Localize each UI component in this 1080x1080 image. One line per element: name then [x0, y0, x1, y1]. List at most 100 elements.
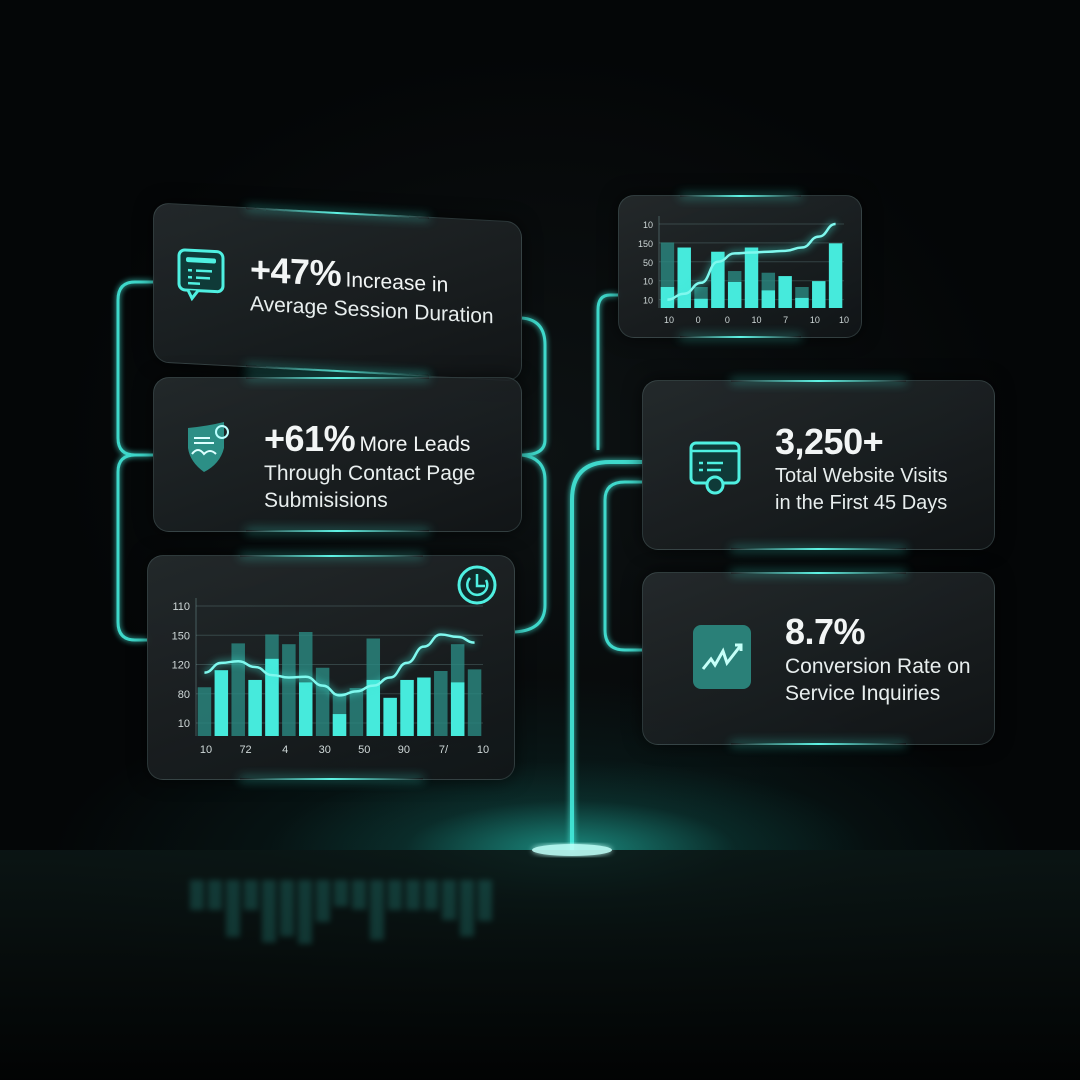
reflection-bar — [352, 880, 366, 910]
bar-back — [349, 688, 364, 736]
y-tick-label: 120 — [172, 660, 190, 672]
bar-front — [795, 297, 809, 308]
reflection-bar — [370, 880, 384, 940]
x-tick-label: 72 — [239, 744, 251, 756]
stat-value: +47% — [250, 248, 342, 295]
bar-back — [315, 667, 330, 736]
bar-back — [197, 687, 212, 736]
reflection-bar — [442, 880, 456, 920]
stat-label-inline: More Leads — [359, 433, 471, 456]
reflection-bar — [316, 880, 330, 922]
reflection-bar — [280, 880, 294, 937]
connector-left-2 — [116, 453, 153, 642]
bar-front — [711, 251, 725, 308]
trend-up-chart-icon — [693, 625, 751, 689]
connector-right-chart — [596, 293, 618, 450]
x-tick-label: 10 — [751, 315, 761, 325]
y-tick-label: 10 — [643, 277, 653, 287]
x-tick-label: 0 — [696, 315, 701, 325]
browser-window-icon — [689, 441, 741, 495]
connector-right-2 — [514, 453, 547, 634]
x-tick-label: 90 — [398, 744, 410, 756]
bar-front — [298, 682, 313, 736]
bar-front — [400, 679, 414, 736]
bar-front — [265, 658, 279, 736]
x-tick-label: 10 — [477, 744, 489, 756]
y-tick-label: 150 — [638, 239, 653, 249]
floor — [0, 850, 1080, 1080]
reflection-bar — [244, 880, 258, 910]
bar-front — [778, 276, 792, 308]
stat-card-conversion-rate: 8.7% Conversion Rate on Service Inquirie… — [642, 572, 995, 745]
x-tick-label: 30 — [319, 744, 331, 756]
y-tick-label: 10 — [643, 220, 653, 230]
stat-value: 3,250+ — [775, 421, 884, 462]
clock-icon — [457, 565, 497, 605]
stat-label-line-2: in the First 45 Days — [775, 492, 948, 514]
bar-front — [332, 714, 347, 736]
connector-card4 — [603, 480, 642, 652]
reflection-bar — [190, 880, 204, 910]
y-tick-label: 10 — [178, 718, 190, 730]
x-tick-label: 50 — [358, 744, 370, 756]
bar-front — [417, 677, 431, 736]
bar-front — [214, 670, 229, 736]
connector-center — [570, 460, 642, 850]
reflection-bar — [298, 880, 312, 944]
reflection-bar — [424, 880, 438, 910]
x-tick-label: 7 — [783, 315, 788, 325]
bar-front — [812, 281, 826, 308]
bar-line-chart-right: 10 150 50 10 10 10 0 0 10 7 10 10 — [638, 216, 849, 325]
chart-card-left: 110 150 120 80 10 10 72 4 30 50 90 7/10 — [147, 555, 515, 780]
bar-back — [434, 671, 448, 736]
connector-right-1 — [521, 316, 547, 457]
bar-front — [383, 697, 397, 736]
bar-back — [467, 669, 482, 736]
chart-card-right: 10 150 50 10 10 10 0 0 10 7 10 10 — [618, 195, 862, 338]
stat-label-inline: Increase in — [345, 268, 449, 297]
bar-back — [282, 644, 296, 736]
trend-line — [204, 633, 475, 697]
bar-back — [231, 643, 245, 736]
bar-front — [828, 243, 843, 308]
chat-document-icon — [177, 248, 225, 302]
stat-value: +61% — [264, 418, 356, 459]
reflection-bar — [406, 880, 420, 910]
bar-front — [660, 287, 675, 308]
stat-label-line-2: Submisisions — [264, 489, 388, 512]
reflection-bar — [208, 880, 222, 910]
reflection-bar — [460, 880, 474, 937]
x-tick-label: 0 — [725, 315, 730, 325]
bar-front — [450, 682, 465, 736]
stat-label-line-2: Service Inquiries — [785, 682, 941, 705]
stat-label-line-1: Through Contact Page — [264, 462, 476, 485]
stat-card-leads: +61% More Leads Through Contact Page Sub… — [153, 377, 522, 532]
y-tick-label: 150 — [172, 630, 190, 642]
bar-front — [727, 281, 742, 308]
bar-line-chart-left: 110 150 120 80 10 10 72 4 30 50 90 7/10 — [172, 598, 489, 756]
stat-label-line-1: Conversion Rate on — [785, 655, 971, 678]
stat-card-website-visits: 3,250+ Total Website Visits in the First… — [642, 380, 995, 550]
y-tick-label: 80 — [178, 689, 190, 701]
x-tick-label: 4 — [282, 744, 288, 756]
stat-label-line-1: Total Website Visits — [775, 465, 948, 487]
reflection-bar — [226, 880, 240, 937]
bar-front — [761, 290, 776, 308]
trend-line — [667, 222, 836, 301]
x-tick-label: 10 — [664, 315, 674, 325]
x-tick-label: 10 — [839, 315, 849, 325]
floor-reflection — [190, 880, 492, 944]
stat-value: 8.7% — [785, 611, 866, 652]
bar-front — [248, 679, 262, 736]
shield-icon — [188, 422, 229, 472]
bar-front — [677, 247, 691, 308]
reflection-bar — [388, 880, 402, 910]
x-tick-label: 10 — [200, 744, 212, 756]
reflection-bar — [478, 880, 492, 921]
bar-front — [744, 247, 759, 308]
reflection-bar — [334, 880, 348, 907]
x-tick-label: 10 — [810, 315, 820, 325]
stat-card-session-duration: +47% Increase in Average Session Duratio… — [153, 202, 522, 382]
bar-front — [366, 679, 381, 736]
